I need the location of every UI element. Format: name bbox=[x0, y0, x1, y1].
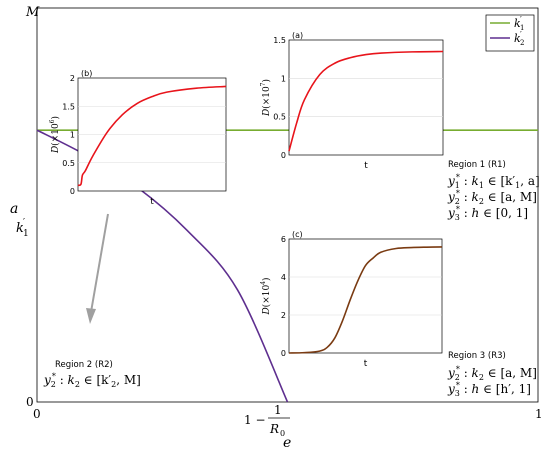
transition-arrow bbox=[86, 213, 109, 324]
inset-x-label: t bbox=[364, 359, 368, 369]
inset-y-tick: 0 bbox=[281, 349, 286, 358]
y-tick-k1prime: k ′ 1 bbox=[16, 218, 29, 239]
inset-frame bbox=[288, 238, 443, 354]
inset-y-label: D(×106) bbox=[49, 116, 61, 154]
inset-x-label: t bbox=[364, 161, 368, 171]
region-condition: y3* : h ∈ [h′, 1] bbox=[447, 381, 531, 398]
region-condition: y2* : k2 ∈ [a, M] bbox=[447, 365, 537, 382]
inset-panel-label: (a) bbox=[292, 31, 303, 40]
inset-c: 0 2 4 6 (c) t D(×104) bbox=[260, 230, 443, 369]
inset-series bbox=[288, 50, 444, 152]
inset-y-tick: 4 bbox=[281, 273, 286, 282]
inset-panel-label: (b) bbox=[81, 69, 92, 78]
inset-panels: 00.511.5(a)tD(×107)00.511.52(b)tD(×106)0… bbox=[49, 31, 444, 369]
inset-series bbox=[288, 246, 443, 354]
legend-prime: ′ bbox=[520, 15, 522, 24]
y-axis-label: a bbox=[10, 201, 18, 217]
x-tick-threshold: 1 − 1 R 0 bbox=[244, 403, 290, 438]
x-tick-threshold-prefix: 1 − bbox=[244, 413, 266, 427]
y-tick-0: 0 bbox=[26, 395, 34, 409]
inset-y-tick: 0 bbox=[70, 187, 75, 196]
inset-y-label: D(×104) bbox=[260, 277, 272, 315]
inset-y-label: D(×107) bbox=[260, 79, 272, 117]
x-tick-threshold-num: 1 bbox=[274, 403, 282, 417]
region-annotations: Region 1 (R1)y1* : k1 ∈ [k′1, a]y2* : k2… bbox=[43, 160, 540, 398]
y-tick-k1-prime: ′ bbox=[23, 218, 25, 228]
x-tick-threshold-den-sub: 0 bbox=[280, 429, 285, 438]
legend-item-1: k ′1 bbox=[490, 15, 524, 32]
inset-y-tick: 2 bbox=[70, 74, 75, 83]
region-condition: y2* : k2 ∈ [a, M] bbox=[447, 189, 537, 206]
region-title: Region 3 (R3) bbox=[448, 351, 506, 361]
inset-y-tick: 1 bbox=[281, 74, 286, 83]
region-condition: y1* : k1 ∈ [k′1, a] bbox=[447, 173, 540, 190]
inset-y-tick: 6 bbox=[281, 235, 286, 244]
inset-panel-label: (c) bbox=[292, 230, 303, 239]
inset-y-tick: 0 bbox=[281, 151, 286, 160]
inset-series bbox=[77, 85, 227, 187]
legend-label: k bbox=[514, 17, 521, 30]
y-tick-k1-sub: 1 bbox=[23, 229, 29, 239]
inset-y-tick: 2 bbox=[281, 311, 286, 320]
region-condition: y3* : h ∈ [0, 1] bbox=[447, 205, 528, 222]
y-tick-M: M bbox=[25, 5, 40, 20]
inset-y-tick: 1.5 bbox=[273, 36, 286, 45]
region-r2: Region 2 (R2) y2* : k2 ∈ [k′2, M] bbox=[43, 360, 141, 389]
inset-b: 0 0.5 1 1.5 2 (b) t D(×106) bbox=[49, 69, 227, 207]
x-tick-threshold-den: R bbox=[269, 422, 279, 436]
region-condition: y2* : k2 ∈ [k′2, M] bbox=[43, 372, 141, 389]
x-tick-1: 1 bbox=[535, 407, 543, 421]
region-r1: Region 1 (R1) y1* : k1 ∈ [k′1, a]y2* : k2… bbox=[447, 160, 540, 222]
inset-y-tick: 0.5 bbox=[273, 113, 286, 122]
legend-item-2: k ′2 bbox=[490, 30, 524, 47]
inset-frame bbox=[288, 39, 444, 156]
inset-a: 0 0.5 1 1.5 (a) t D(×107) bbox=[260, 31, 444, 171]
region-title: Region 2 (R2) bbox=[55, 360, 113, 370]
legend-sub: 2 bbox=[520, 39, 524, 47]
x-axis-label: e bbox=[283, 435, 291, 451]
legend: k ′1k ′2 bbox=[485, 14, 535, 52]
legend-sub: 1 bbox=[520, 24, 524, 32]
inset-y-tick: 0.5 bbox=[62, 159, 75, 168]
x-tick-0: 0 bbox=[33, 407, 41, 421]
legend-label: k bbox=[514, 32, 521, 45]
legend-prime: ′ bbox=[520, 30, 522, 39]
inset-y-tick: 1 bbox=[70, 131, 75, 140]
y-tick-k1-base: k bbox=[16, 221, 24, 236]
region-title: Region 1 (R1) bbox=[448, 160, 506, 170]
region-r3: Region 3 (R3) y2* : k2 ∈ [a, M]y3* : h ∈ … bbox=[447, 351, 537, 398]
main-plot-frame bbox=[36, 7, 539, 403]
inset-y-tick: 1.5 bbox=[62, 102, 75, 111]
inset-x-label: t bbox=[150, 197, 154, 207]
